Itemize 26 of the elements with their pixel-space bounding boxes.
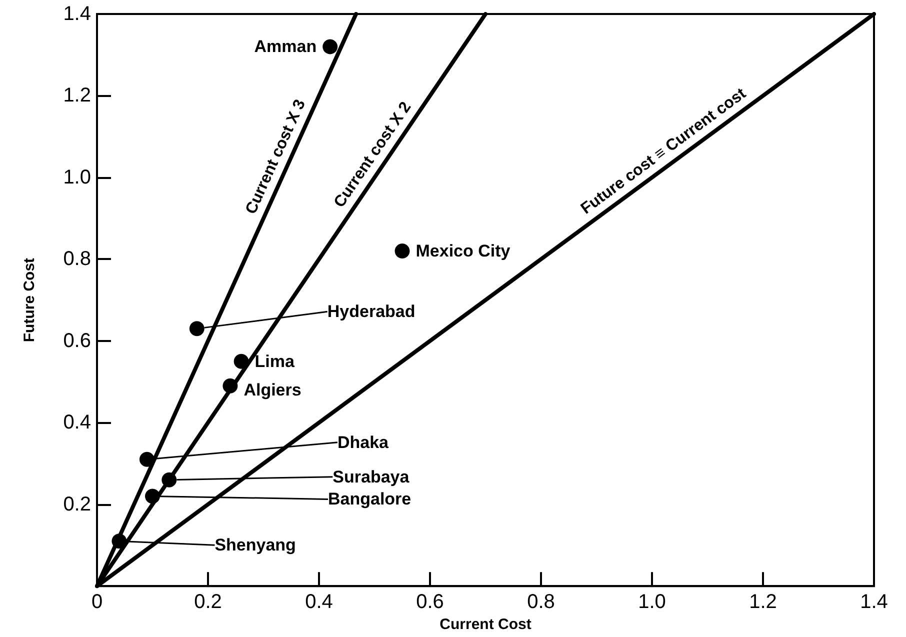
x-tick-label: 0.8 xyxy=(527,591,555,614)
text: Surabaya xyxy=(332,467,410,486)
x-tick-label: 0.6 xyxy=(416,591,444,614)
y-tick-label: 1.4 xyxy=(63,3,91,25)
y-tick-label: 0.8 xyxy=(63,248,91,270)
series-label: Mexico City xyxy=(416,242,511,261)
text: Dhaka xyxy=(337,432,390,452)
x-tick-label: 0.4 xyxy=(305,591,333,614)
y-axis-title: Future Cost xyxy=(21,258,38,342)
series-label: Lima xyxy=(254,352,296,371)
x-tick-label: 0 xyxy=(91,591,103,614)
y-tick-label: 0.4 xyxy=(63,412,91,434)
y-tick-label: 1.0 xyxy=(63,166,91,188)
x-tick-label: 1.4 xyxy=(860,591,888,614)
text: Hyderabad xyxy=(327,302,416,322)
x-tick-label: 1.2 xyxy=(749,591,777,614)
y-tick-label: 1.2 xyxy=(63,84,91,107)
x-axis-title: Current Cost xyxy=(440,616,532,633)
y-tick-label: 0.2 xyxy=(63,493,91,516)
text: Bangalore xyxy=(328,490,412,509)
x-tick-label: 0.2 xyxy=(194,591,222,614)
y-tick-label: 0.6 xyxy=(63,330,91,352)
series-label: Algiers xyxy=(244,380,302,400)
x-tick-label: 1.0 xyxy=(638,591,666,614)
text: Shenyang xyxy=(214,536,296,555)
series-label: Amman xyxy=(254,37,317,56)
